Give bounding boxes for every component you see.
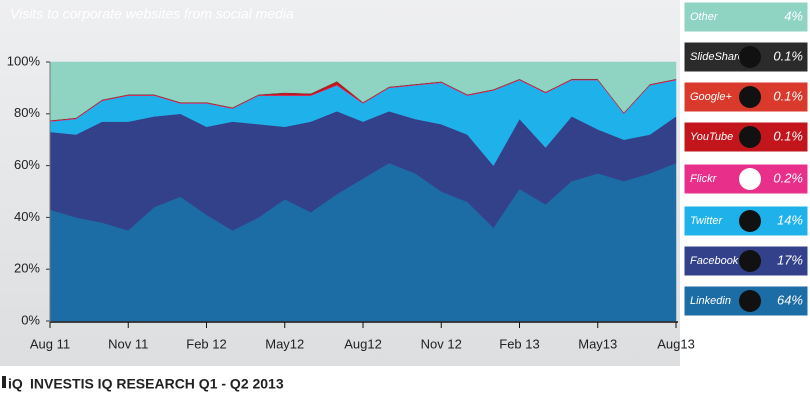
legend-share: 0.2%	[773, 170, 803, 185]
legend-share: 0.1%	[773, 48, 803, 63]
legend-icon	[739, 86, 761, 108]
x-tick-label: May13	[578, 336, 617, 351]
legend-share: 0.1%	[773, 128, 803, 143]
legend-name: Facebook	[690, 255, 739, 267]
legend-icon	[739, 210, 761, 232]
x-tick-label: Aug13	[657, 336, 695, 351]
legend-name: SlideShare	[690, 51, 744, 63]
x-tick-label: Feb 12	[186, 336, 226, 351]
y-tick-label: 60%	[14, 157, 40, 172]
legend-icon	[739, 46, 761, 68]
chart-title: Visits to corporate websites from social…	[10, 6, 294, 22]
x-tick-label: Aug 11	[30, 336, 70, 351]
legend-icon	[739, 168, 761, 190]
legend-name: YouTube	[690, 131, 733, 143]
legend-icon	[739, 290, 761, 312]
y-tick-label: 40%	[14, 209, 40, 224]
legend-share: 0.1%	[773, 88, 803, 103]
legend-name: Other	[690, 11, 719, 23]
legend-box	[683, 1, 809, 33]
legend-share: 17%	[777, 252, 803, 267]
x-tick-label: Nov 11	[108, 336, 148, 351]
legend-icon	[739, 126, 761, 148]
legend-name: Linkedin	[690, 295, 731, 307]
legend-name: Twitter	[690, 215, 724, 227]
legend-name: Flickr	[690, 173, 718, 185]
y-tick-label: 100%	[7, 53, 41, 68]
y-tick-label: 0%	[21, 312, 40, 327]
legend-share: 14%	[777, 212, 803, 227]
x-tick-label: Aug12	[344, 336, 382, 351]
y-tick-label: 20%	[14, 261, 40, 276]
legend-icon	[739, 250, 761, 272]
x-tick-label: Nov 12	[421, 336, 462, 351]
legend-share: 4%	[784, 8, 803, 23]
source: INVESTIS IQ RESEARCH Q1 - Q2 2013	[30, 376, 284, 392]
legend-name: Google+	[690, 91, 732, 103]
area	[49, 61, 677, 121]
logo-mark	[2, 376, 6, 388]
x-tick-label: Feb 13	[499, 336, 539, 351]
legend-share: 64%	[777, 292, 803, 307]
logo: iQ	[8, 376, 23, 392]
y-tick-label: 80%	[14, 105, 40, 120]
x-tick-label: May12	[265, 336, 304, 351]
